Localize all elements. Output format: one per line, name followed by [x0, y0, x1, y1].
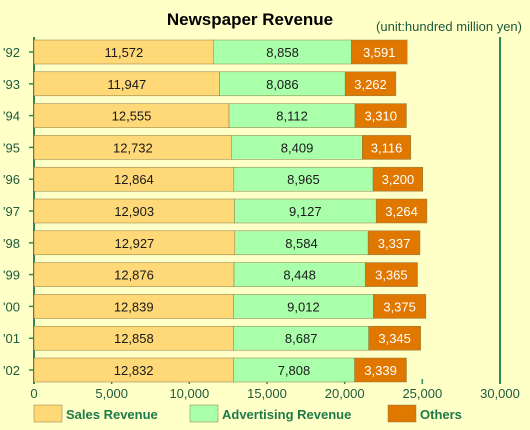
data-label: 11,947: [107, 77, 146, 92]
bar-segment: [234, 198, 377, 224]
chart-subtitle: (unit:hundred million yen): [376, 19, 522, 34]
bar-segment: [364, 262, 418, 287]
bar-segment: [344, 71, 397, 97]
bar-segment: [351, 39, 408, 65]
bar-segment: [33, 294, 234, 319]
legend-label: Others: [420, 407, 462, 422]
data-label: 3,345: [378, 331, 411, 346]
bar-segment: [33, 39, 215, 65]
data-label: 3,375: [383, 299, 416, 314]
y-tick-label: '00: [3, 299, 20, 314]
bar-segment: [354, 357, 407, 383]
bar-segment: [234, 230, 369, 256]
data-label: 3,591: [363, 45, 396, 60]
data-label: 3,365: [375, 268, 408, 283]
x-tick-label: 20,000: [325, 386, 365, 401]
chart-title: Newspaper Revenue: [167, 10, 333, 29]
data-label: 3,339: [364, 363, 397, 378]
legend-swatch: [189, 404, 219, 423]
y-tick-label: '95: [3, 140, 20, 155]
data-label: 12,927: [115, 236, 155, 251]
data-label: 8,112: [276, 109, 308, 124]
data-label: 3,310: [364, 109, 397, 124]
y-tick-labels: '92 '93 '94 '95 '96 '97 '98 '99 '00 '01 '02: [3, 45, 20, 378]
data-label: 3,337: [378, 236, 411, 251]
bar-segment: [33, 262, 235, 287]
bar-segment: [372, 166, 424, 192]
data-label: 8,965: [287, 172, 320, 187]
bar-segment: [233, 166, 374, 192]
bar-segment: [213, 39, 352, 65]
x-tick-label: 15,000: [247, 386, 287, 401]
data-label: 9,012: [287, 299, 320, 314]
data-label: 8,584: [285, 236, 318, 251]
x-tick-label: 5,000: [95, 386, 128, 401]
y-tick-label: '97: [3, 204, 20, 219]
bar-segment: [375, 198, 428, 224]
y-tick-label: '96: [3, 172, 20, 187]
bar-segment: [33, 166, 235, 192]
y-tick-label: '92: [3, 45, 20, 60]
y-tick-label: '01: [3, 331, 20, 346]
legend-label: Sales Revenue: [66, 407, 158, 422]
data-label: 12,858: [114, 331, 154, 346]
data-label: 8,687: [285, 331, 318, 346]
bar-segment: [33, 135, 233, 160]
data-label: 12,832: [114, 363, 154, 378]
bar-segment: [33, 198, 235, 224]
data-label: 12,864: [114, 172, 154, 187]
data-label: 8,409: [281, 140, 314, 155]
data-label: 3,200: [382, 172, 415, 187]
legend: Sales Revenue Advertising Revenue Others: [33, 404, 462, 423]
data-label: 12,555: [112, 109, 152, 124]
bar-segment: [354, 103, 407, 128]
bar-segment: [373, 294, 427, 319]
bar-segment: [367, 230, 421, 256]
x-tick-label: 30,000: [480, 386, 520, 401]
data-label: 12,839: [114, 299, 154, 314]
bar-segment: [33, 71, 220, 97]
x-tick-label: 25,000: [402, 386, 442, 401]
legend-label: Advertising Revenue: [222, 407, 351, 422]
data-label: 12,903: [114, 204, 154, 219]
y-tick-label: '94: [3, 109, 20, 124]
bar-segment: [362, 135, 412, 160]
x-tick-label: 10,000: [169, 386, 209, 401]
data-label: 12,732: [113, 140, 153, 155]
y-tick-label: '02: [3, 363, 20, 378]
y-tick-label: '99: [3, 268, 20, 283]
bar-segment: [228, 103, 356, 128]
data-label: 8,448: [283, 268, 316, 283]
bar-segment: [233, 357, 355, 383]
bars: 11,572 8,858 3,591 11,947 8,086 3,262 12,555 8,…: [33, 39, 428, 383]
bar-segment: [33, 103, 230, 128]
data-label: 11,572: [104, 45, 143, 60]
bar-segment: [219, 71, 346, 97]
data-label: 8,086: [266, 77, 299, 92]
bar-segment: [231, 135, 363, 160]
legend-swatch: [33, 404, 63, 423]
data-label: 8,858: [266, 45, 299, 60]
data-label: 3,262: [354, 77, 387, 92]
x-tick-labels: 0 5,000 10,000 15,000 20,000 25,000 30,000: [30, 386, 520, 401]
bar-segment: [233, 262, 366, 287]
data-label: 12,876: [114, 268, 154, 283]
y-tick-label: '98: [3, 236, 20, 251]
data-label: 9,127: [289, 204, 322, 219]
bar-segment: [368, 325, 421, 351]
data-label: 3,264: [385, 204, 418, 219]
data-label: 3,116: [371, 140, 403, 155]
y-tick-label: '93: [3, 77, 20, 92]
bar-segment: [233, 294, 374, 319]
data-label: 7,808: [278, 363, 311, 378]
x-tick-label: 0: [30, 386, 37, 401]
legend-swatch: [387, 404, 417, 423]
